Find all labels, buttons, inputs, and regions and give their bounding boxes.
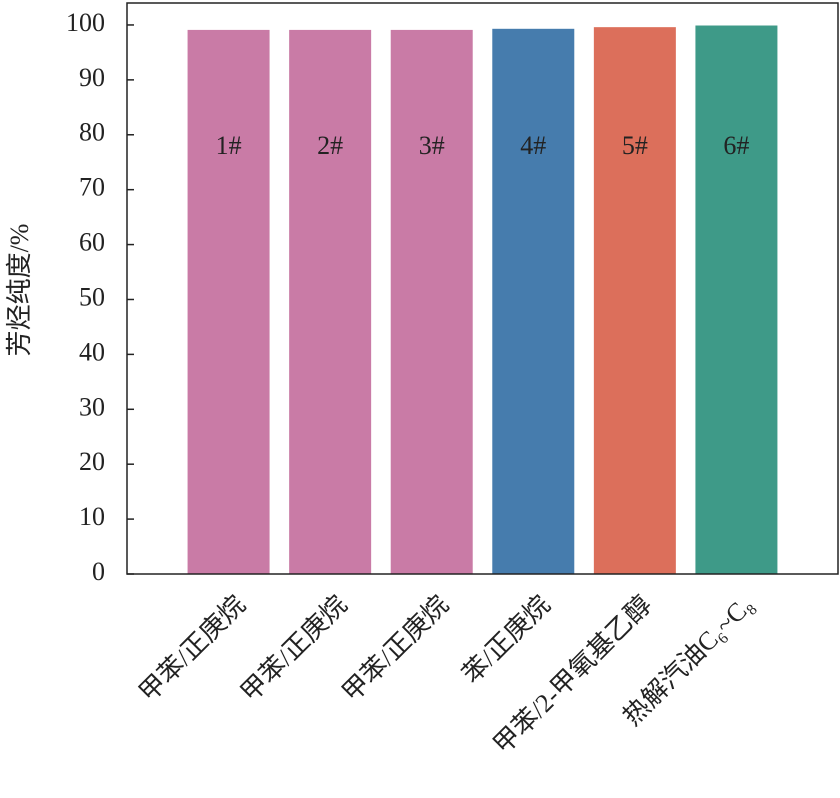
y-tick-label: 20	[79, 447, 105, 476]
bar	[492, 28, 575, 574]
x-tick-label: 甲苯/正庚烷	[337, 590, 455, 708]
x-tick-label: 甲苯/正庚烷	[235, 590, 353, 708]
y-tick-label: 0	[92, 557, 105, 586]
x-tick-label: 甲苯/正庚烷	[133, 590, 251, 708]
bar-label: 4#	[520, 131, 546, 160]
y-tick-label: 100	[66, 8, 105, 37]
y-tick-label: 70	[79, 173, 105, 202]
y-tick-label: 10	[79, 502, 105, 531]
bar-label: 3#	[419, 131, 445, 160]
plot-frame	[126, 2, 839, 575]
y-tick-label: 40	[79, 337, 105, 366]
x-tick-label: 苯/正庚烷	[457, 590, 556, 689]
bar	[289, 29, 372, 574]
bar	[390, 29, 473, 574]
bar-label: 2#	[317, 131, 343, 160]
y-tick-label: 60	[79, 228, 105, 257]
bar-label: 5#	[622, 131, 648, 160]
y-tick-label: 50	[79, 282, 105, 311]
y-tick-label: 90	[79, 63, 105, 92]
y-axis-label: 芳烃纯度/%	[5, 224, 34, 357]
y-tick-label: 30	[79, 392, 105, 421]
bar	[695, 25, 778, 575]
bar-label: 1#	[216, 131, 242, 160]
bar-label: 6#	[723, 131, 749, 160]
y-tick-label: 80	[79, 118, 105, 147]
bar	[187, 29, 270, 574]
bar	[593, 27, 676, 574]
